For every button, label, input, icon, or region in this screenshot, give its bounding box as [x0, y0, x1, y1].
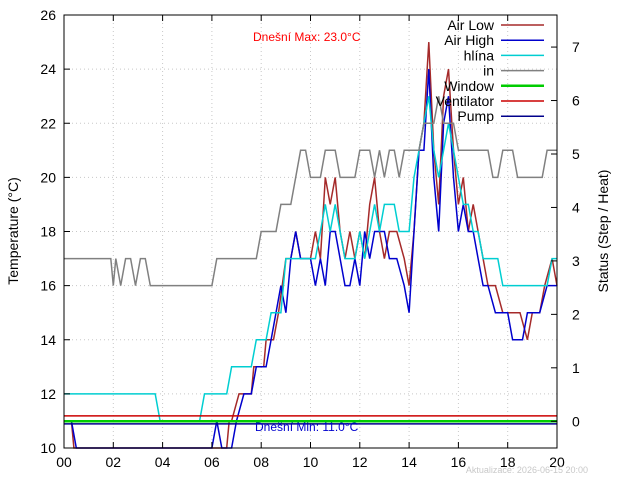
- y-left-tick-label: 22: [40, 115, 56, 131]
- y-left-tick-label: 18: [40, 224, 56, 240]
- legend-label-pump: Pump: [457, 108, 494, 124]
- series-line-hlina: [64, 96, 557, 422]
- updated-annotation: Aktualizace: 2026-06-15 20:00: [466, 465, 588, 475]
- series-lines: [64, 42, 558, 449]
- y-right-tick-label: 5: [572, 146, 580, 162]
- y-right-tick-label: 0: [572, 413, 580, 429]
- x-tick-label: 04: [155, 454, 171, 470]
- min-annotation: Dnešní Min: 11.0°C: [255, 420, 359, 434]
- y-right-axis-label: Status (Step / Heat): [595, 170, 611, 293]
- legend-label-air-low: Air Low: [447, 17, 495, 33]
- y-right-tick-label: 7: [572, 39, 580, 55]
- y-left-tick-label: 12: [40, 386, 56, 402]
- y-left-axis-label: Temperature (°C): [5, 177, 21, 285]
- series-line-air-high: [64, 69, 557, 449]
- y-left-tick-label: 14: [40, 332, 56, 348]
- x-tick-label: 06: [204, 454, 220, 470]
- y-left-tick-label: 20: [40, 169, 56, 185]
- y-left-tick-label: 16: [40, 278, 56, 294]
- y-left-axis-ticks: 10 12 14 16 18 20 22 24 26: [40, 7, 70, 456]
- y-right-tick-label: 6: [572, 93, 580, 109]
- y-right-tick-label: 2: [572, 306, 580, 322]
- y-left-tick-label: 26: [40, 7, 56, 23]
- y-right-tick-label: 1: [572, 360, 580, 376]
- x-tick-label: 12: [352, 454, 368, 470]
- legend-label-in: in: [483, 63, 494, 79]
- x-tick-label: 16: [451, 454, 467, 470]
- legend-label-hlina: hlína: [464, 47, 495, 63]
- x-tick-label: 10: [303, 454, 319, 470]
- legend-label-window: Window: [444, 78, 495, 94]
- x-axis-ticks: 00 02 04 06 08 10 12 14 16 18 20: [56, 15, 565, 470]
- y-left-tick-label: 10: [40, 440, 56, 456]
- x-tick-label: 20: [549, 454, 565, 470]
- y-left-tick-label: 24: [40, 61, 56, 77]
- max-annotation: Dnešní Max: 23.0°C: [253, 30, 361, 44]
- x-tick-label: 14: [401, 454, 417, 470]
- series-line-in: [64, 96, 557, 287]
- y-right-tick-label: 4: [572, 199, 580, 215]
- x-tick-label: 08: [253, 454, 269, 470]
- x-tick-label: 02: [106, 454, 122, 470]
- legend-label-air-high: Air High: [444, 32, 494, 48]
- x-tick-label: 00: [56, 454, 72, 470]
- legend-label-ventilator: Ventilator: [436, 93, 495, 109]
- x-tick-label: 18: [500, 454, 516, 470]
- y-right-axis-ticks: 0 1 2 3 4 5 6 7: [551, 39, 580, 429]
- y-right-tick-label: 3: [572, 253, 580, 269]
